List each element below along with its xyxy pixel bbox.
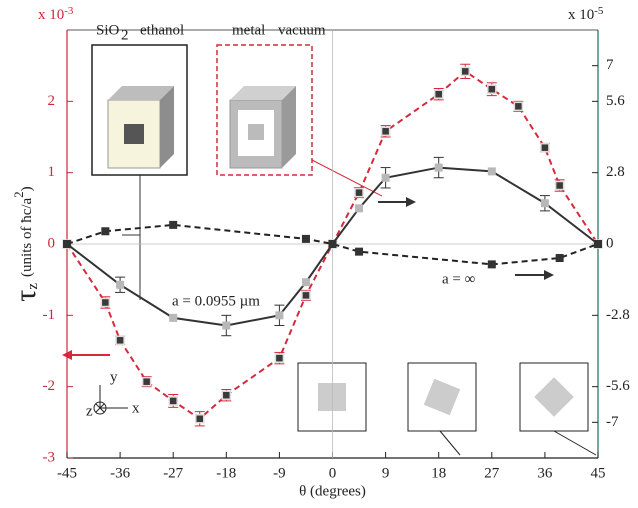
y-tick-label: 0 <box>48 235 56 251</box>
marker <box>488 260 496 268</box>
annotation: metal <box>232 22 265 38</box>
marker <box>101 227 109 235</box>
y-axis-title: τz(units of ħc/a2) <box>9 186 42 301</box>
marker <box>355 204 363 212</box>
marker <box>169 314 177 322</box>
y-tick-label: -1 <box>43 307 56 323</box>
y2-multiplier: x 10-5 <box>568 5 604 24</box>
x-tick-label: 27 <box>484 465 500 481</box>
y2-tick-label: 0 <box>606 235 614 251</box>
x-axis-title: θ (degrees) <box>299 483 366 499</box>
text-part: -5 <box>594 5 604 17</box>
inset-metal <box>217 45 312 175</box>
marker <box>63 240 71 248</box>
x-tick-label: 9 <box>382 465 390 481</box>
text-part: x 10 <box>38 7 64 23</box>
marker <box>101 298 109 306</box>
inset-sio2 <box>92 45 187 175</box>
marker <box>435 164 443 172</box>
text-part: ) <box>19 186 35 191</box>
marker <box>169 221 177 229</box>
annotation: vacuum <box>278 22 326 38</box>
y-tick-label: 1 <box>48 164 56 180</box>
y-multiplier: x 10-3 <box>38 5 74 24</box>
rotation-insets <box>298 363 596 455</box>
text-part: (units of ħc/a <box>19 197 35 276</box>
annotation: 2 <box>121 27 129 43</box>
y2-tick-label: 7 <box>606 57 614 73</box>
annotation: SiO <box>96 22 120 38</box>
marker <box>222 391 230 399</box>
chart: -3 -2 -1 0 1 2 -7 -5.6 -2.8 0 2.8 5.6 7 -45 -36 -27 -18 -… <box>0 0 638 508</box>
text-part: τ <box>9 290 42 302</box>
marker <box>594 240 602 248</box>
marker <box>143 378 151 386</box>
axis-triad-label: x <box>132 400 140 416</box>
x-tick-label: -45 <box>57 465 77 481</box>
marker <box>169 397 177 405</box>
marker <box>275 311 283 319</box>
axes-triad <box>94 385 128 414</box>
y2-tick-label: 5.6 <box>606 93 625 109</box>
x-tick-label: 0 <box>329 465 337 481</box>
x-tick-label: -18 <box>216 465 236 481</box>
text-part: z <box>25 283 41 290</box>
axis-triad-label: y <box>110 369 118 385</box>
y2-tick-label: -2.8 <box>606 307 630 323</box>
marker <box>196 415 204 423</box>
marker <box>302 291 310 299</box>
y2-tick-label: -5.6 <box>606 378 630 394</box>
marker <box>541 199 549 207</box>
marker <box>461 67 469 75</box>
marker <box>355 189 363 197</box>
axis-triad-label: z <box>86 403 93 419</box>
annotation: ethanol <box>140 22 184 38</box>
y-tick-label: 2 <box>48 93 56 109</box>
x-tick-label: -27 <box>163 465 183 481</box>
y2-tick-label: -7 <box>606 414 619 430</box>
marker <box>116 281 124 289</box>
y-tick-label: -3 <box>43 449 56 465</box>
annotation: a = ∞ <box>442 271 475 287</box>
x-tick-label: -36 <box>110 465 130 481</box>
text-part: -3 <box>64 5 74 17</box>
marker <box>302 235 310 243</box>
y2-tick-label: 2.8 <box>606 164 625 180</box>
marker <box>488 85 496 93</box>
x-tick-label: 18 <box>431 465 446 481</box>
marker <box>435 90 443 98</box>
marker <box>355 248 363 256</box>
marker <box>382 174 390 182</box>
marker <box>556 182 564 190</box>
annotation: a = 0.0955 µm <box>172 293 260 309</box>
marker <box>488 167 496 175</box>
marker <box>116 336 124 344</box>
x-tick-label: 36 <box>537 465 553 481</box>
x-tick-label: -9 <box>273 465 286 481</box>
page: {"chart_data": { "type": "line", "xlabel… <box>0 0 638 508</box>
marker <box>541 144 549 152</box>
marker <box>275 354 283 362</box>
marker <box>556 254 564 262</box>
marker <box>329 240 337 248</box>
x-tick-label: 45 <box>591 465 606 481</box>
marker <box>514 102 522 110</box>
marker <box>222 322 230 330</box>
y-tick-label: -2 <box>43 378 56 394</box>
marker <box>382 127 390 135</box>
text-part: x 10 <box>568 7 594 23</box>
marker <box>302 278 310 286</box>
